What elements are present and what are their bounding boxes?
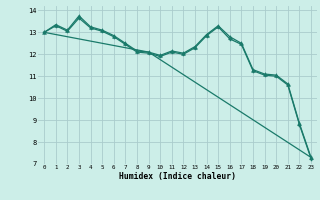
X-axis label: Humidex (Indice chaleur): Humidex (Indice chaleur) [119,172,236,181]
